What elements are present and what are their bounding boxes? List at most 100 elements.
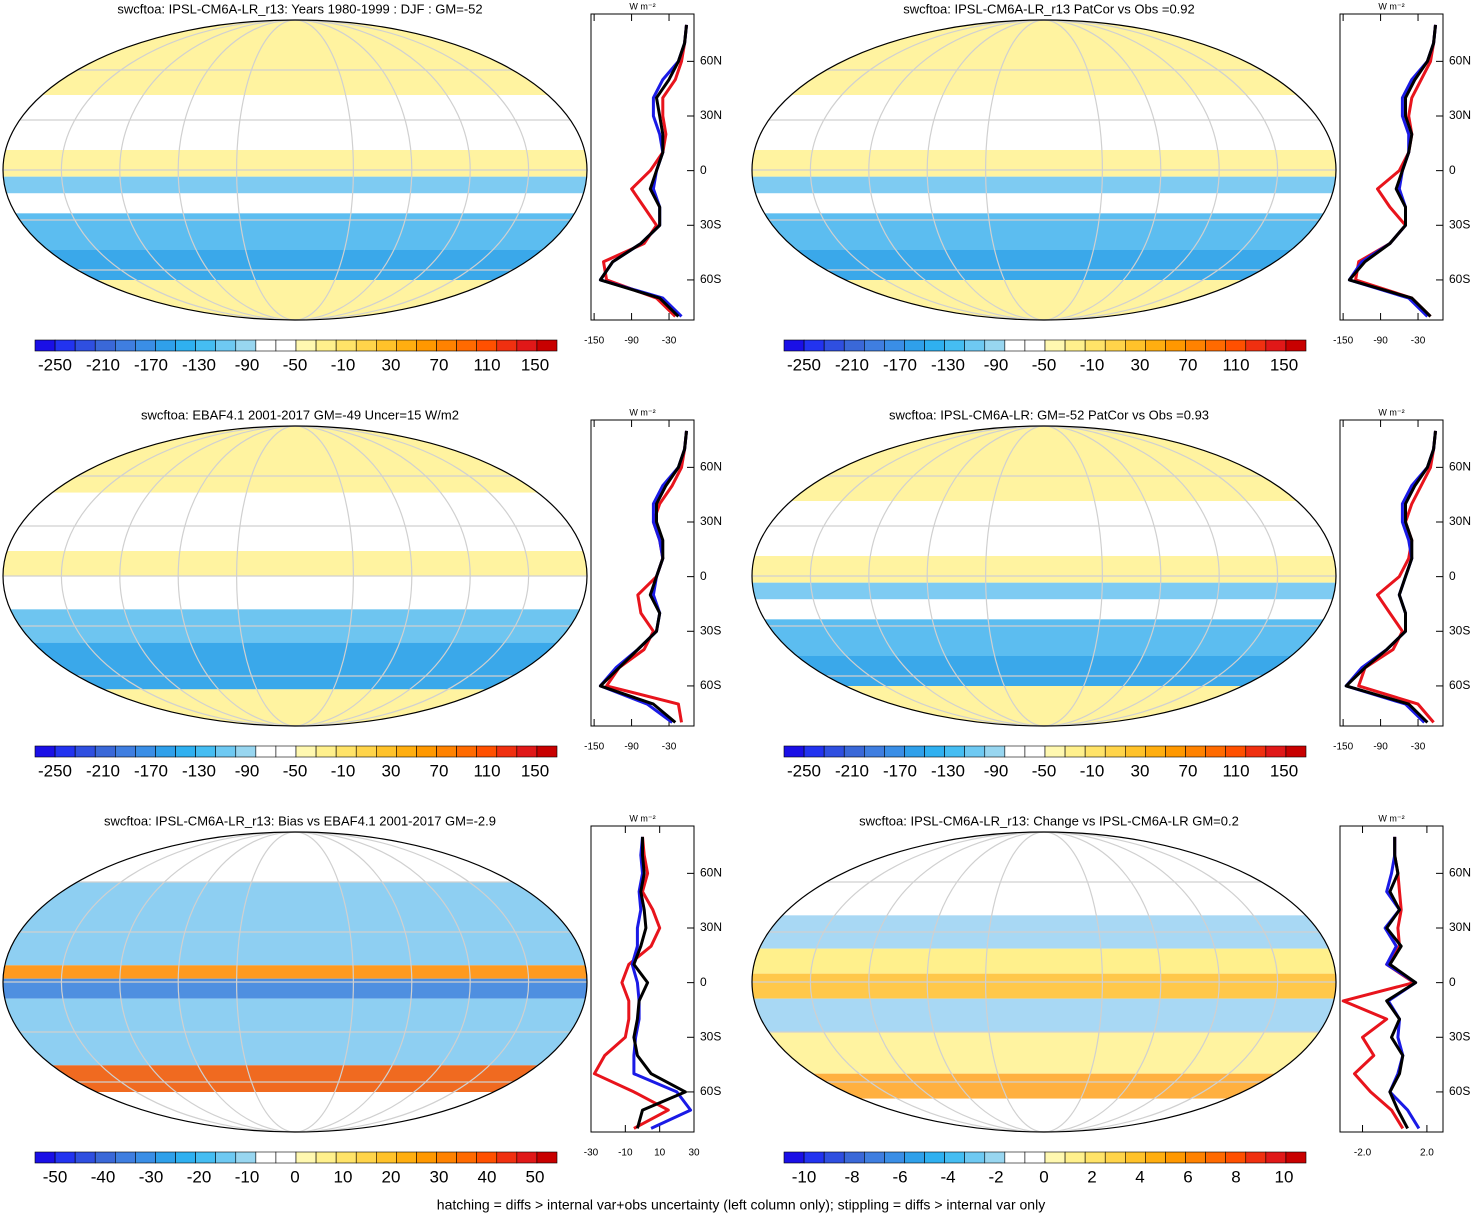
colorbar-box	[1084, 745, 1106, 758]
y-tick-label: 60S	[700, 678, 721, 692]
colorbar-box	[1104, 1151, 1126, 1164]
x-tick-label: -2.0	[1354, 1148, 1372, 1159]
colorbar-box	[74, 339, 96, 352]
map	[3, 832, 587, 1132]
colorbar-box	[396, 1151, 417, 1164]
profile-line	[630, 836, 693, 1130]
colorbar-box	[1265, 339, 1287, 352]
colorbar-label: 30	[1131, 761, 1150, 780]
colorbar-label: -170	[883, 355, 917, 374]
y-tick-label: 60N	[700, 460, 722, 474]
footnote: hatching = diffs > internal var+obs unce…	[437, 1197, 1045, 1213]
colorbar-box	[904, 745, 925, 758]
colorbar-box	[34, 339, 56, 352]
colorbar-label: 110	[473, 761, 500, 780]
colorbar-box	[964, 745, 986, 758]
map-band	[3, 978, 587, 999]
colorbar-box	[295, 339, 317, 352]
map-band	[3, 150, 587, 177]
colorbar-box	[924, 339, 945, 352]
colorbar-box	[783, 745, 805, 758]
colorbar-label: -130	[182, 761, 216, 780]
colorbar-box	[1245, 339, 1267, 352]
colorbar-label: -130	[182, 355, 216, 374]
x-tick-label: -150	[584, 336, 604, 347]
colorbar-label: -210	[835, 761, 869, 780]
y-tick-label: 0	[700, 975, 707, 989]
colorbar-box	[496, 745, 518, 758]
colorbar-label: -10	[235, 1167, 260, 1186]
colorbar-box	[54, 1151, 76, 1164]
colorbar-box	[1245, 745, 1267, 758]
colorbar-label: 0	[1039, 1167, 1048, 1186]
y-tick-label: 30N	[700, 514, 722, 528]
map-outline	[751, 425, 1337, 727]
y-tick-label: 0	[1449, 163, 1456, 177]
colorbar-box	[355, 339, 377, 352]
x-tick-label: -150	[584, 742, 604, 753]
x-tick-label: -30	[584, 1148, 599, 1159]
colorbar-box	[864, 1151, 885, 1164]
map-outline	[2, 425, 588, 727]
map-band	[752, 193, 1336, 214]
map-band	[3, 280, 587, 320]
colorbar-box	[295, 745, 317, 758]
colorbar-box	[155, 745, 176, 758]
colorbar-box	[376, 339, 397, 352]
panel: swcftoa: IPSL-CM6A-LR_r13 PatCor vs Obs …	[751, 1, 1471, 374]
colorbar-label: 10	[334, 1167, 353, 1186]
colorbar-box	[235, 745, 257, 758]
colorbar-box	[783, 1151, 805, 1164]
profile-units: W m⁻²	[1378, 813, 1404, 823]
colorbar-box	[1185, 745, 1206, 758]
colorbar-box	[904, 339, 925, 352]
panel: swcftoa: EBAF4.1 2001-2017 GM=-49 Uncer=…	[2, 407, 722, 780]
colorbar-box	[1285, 1151, 1307, 1164]
colorbar-box	[54, 339, 76, 352]
colorbar-label: -210	[835, 355, 869, 374]
profile-units: W m⁻²	[629, 813, 655, 823]
colorbar-box	[195, 1151, 216, 1164]
profile-line	[632, 836, 687, 1129]
colorbar-box	[416, 339, 437, 352]
map-band	[752, 250, 1336, 280]
colorbar-label: 70	[1179, 761, 1198, 780]
colorbar-label: 20	[382, 1167, 401, 1186]
y-tick-label: 60S	[1449, 272, 1470, 286]
x-tick-label: -90	[624, 336, 639, 347]
map-band	[752, 656, 1336, 686]
colorbar-box	[1225, 745, 1247, 758]
colorbar-box	[115, 339, 136, 352]
map	[752, 20, 1336, 320]
map-band	[752, 686, 1336, 726]
colorbar-box	[1205, 1151, 1226, 1164]
colorbar-label: -50	[1032, 761, 1057, 780]
colorbar-box	[355, 1151, 377, 1164]
colorbar-box	[803, 745, 825, 758]
map-band	[752, 832, 1336, 916]
colorbar-box	[1205, 339, 1226, 352]
map-band	[752, 998, 1336, 1032]
colorbar-box	[456, 745, 477, 758]
map-band	[3, 213, 587, 250]
map	[752, 832, 1336, 1132]
colorbar-box	[1225, 1151, 1247, 1164]
y-tick-label: 0	[1449, 975, 1456, 989]
colorbar-box	[315, 339, 337, 352]
x-tick-label: -30	[1411, 336, 1426, 347]
colorbar-label: -6	[892, 1167, 907, 1186]
x-tick-label: 10	[654, 1148, 666, 1159]
map-band	[3, 642, 587, 690]
y-tick-label: 60N	[1449, 54, 1471, 68]
profile-line	[602, 24, 688, 318]
colorbar-box	[884, 339, 905, 352]
colorbar-box	[1104, 339, 1126, 352]
colorbar-label: -130	[931, 355, 965, 374]
y-tick-label: 30S	[1449, 217, 1470, 231]
y-tick-label: 30S	[700, 1029, 721, 1043]
panel: swcftoa: IPSL-CM6A-LR: GM=-52 PatCor vs …	[751, 407, 1471, 780]
map-band	[752, 619, 1336, 656]
colorbar-box	[456, 339, 477, 352]
map-band	[3, 250, 587, 280]
colorbar-box	[843, 339, 865, 352]
